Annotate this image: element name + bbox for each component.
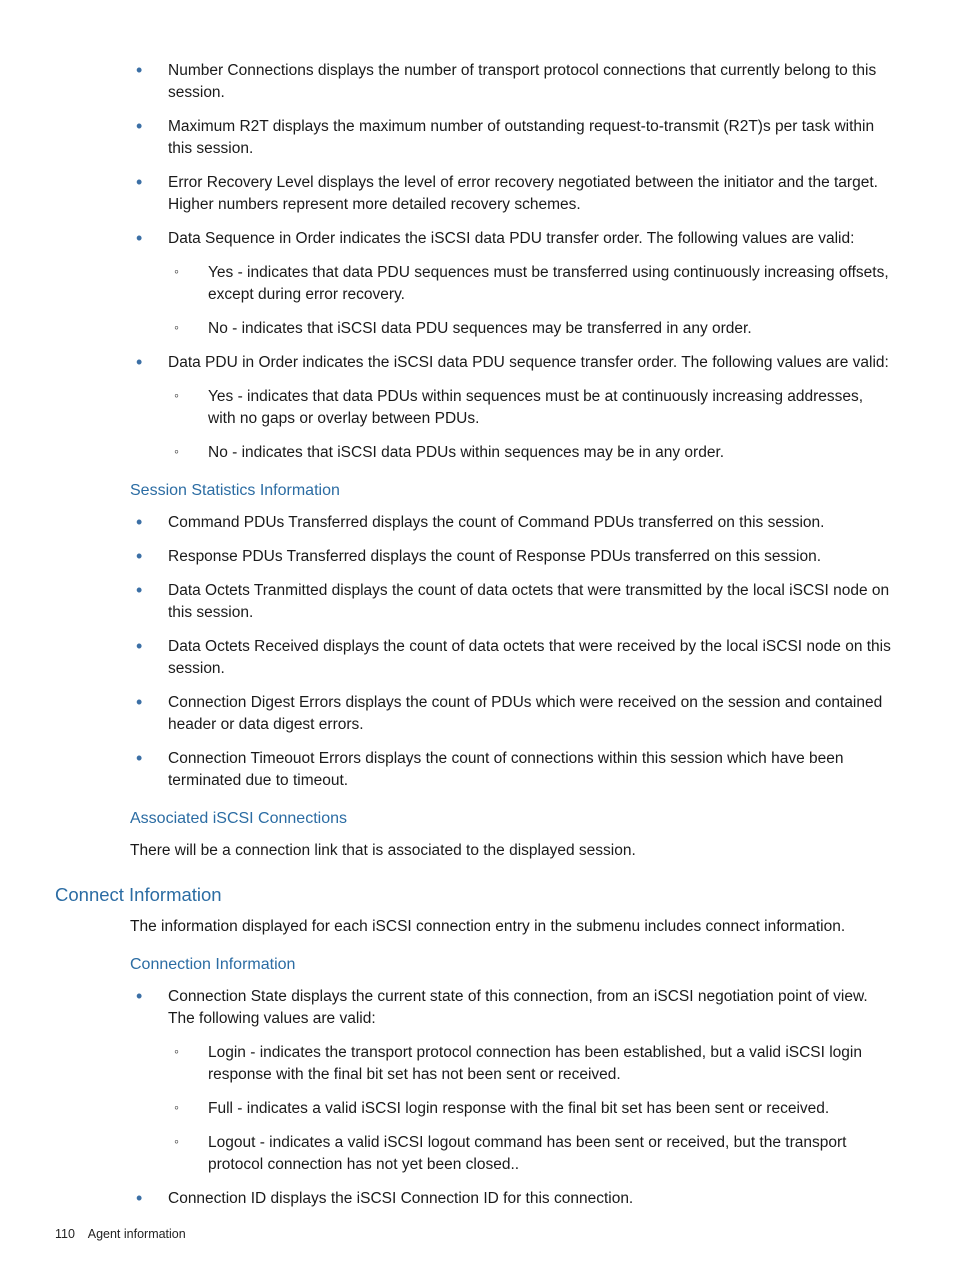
page-number: 110 <box>55 1227 75 1241</box>
list-item: Connection State displays the current st… <box>130 986 894 1176</box>
sub-list: Yes - indicates that data PDUs within se… <box>168 386 894 464</box>
list-item: Connection ID displays the iSCSI Connect… <box>130 1188 894 1210</box>
list-item: Yes - indicates that data PDU sequences … <box>168 262 894 306</box>
heading-connect-information: Connect Information <box>55 884 904 906</box>
list-item: Data Octets Received displays the count … <box>130 636 894 680</box>
content-block-1: Number Connections displays the number o… <box>130 60 894 862</box>
list-item: Yes - indicates that data PDUs within se… <box>168 386 894 430</box>
list-item: Connection Timeouot Errors displays the … <box>130 748 894 792</box>
list-item-text: Data PDU in Order indicates the iSCSI da… <box>168 354 889 371</box>
sub-list: Login - indicates the transport protocol… <box>168 1042 894 1176</box>
heading-connection-information: Connection Information <box>130 956 894 974</box>
list-item: Logout - indicates a valid iSCSI logout … <box>168 1132 894 1176</box>
list-item-text: Data Sequence in Order indicates the iSC… <box>168 230 854 247</box>
list-item: Number Connections displays the number o… <box>130 60 894 104</box>
list-item: No - indicates that iSCSI data PDUs with… <box>168 442 894 464</box>
paragraph: There will be a connection link that is … <box>130 840 894 862</box>
list-item: No - indicates that iSCSI data PDU seque… <box>168 318 894 340</box>
content-block-2: The information displayed for each iSCSI… <box>130 916 894 1210</box>
heading-associated-connections: Associated iSCSI Connections <box>130 810 894 828</box>
list-item: Data Sequence in Order indicates the iSC… <box>130 228 894 340</box>
sub-list: Yes - indicates that data PDU sequences … <box>168 262 894 340</box>
list-item: Maximum R2T displays the maximum number … <box>130 116 894 160</box>
list-item: Error Recovery Level displays the level … <box>130 172 894 216</box>
document-page: Number Connections displays the number o… <box>0 0 954 1271</box>
list-item: Data PDU in Order indicates the iSCSI da… <box>130 352 894 464</box>
bullet-list-3: Connection State displays the current st… <box>130 986 894 1210</box>
list-item-text: Connection State displays the current st… <box>168 988 868 1027</box>
footer-section: Agent information <box>88 1227 186 1241</box>
list-item: Login - indicates the transport protocol… <box>168 1042 894 1086</box>
bullet-list-2: Command PDUs Transferred displays the co… <box>130 512 894 792</box>
list-item: Command PDUs Transferred displays the co… <box>130 512 894 534</box>
bullet-list-1: Number Connections displays the number o… <box>130 60 894 464</box>
list-item: Data Octets Tranmitted displays the coun… <box>130 580 894 624</box>
list-item: Full - indicates a valid iSCSI login res… <box>168 1098 894 1120</box>
paragraph: The information displayed for each iSCSI… <box>130 916 894 938</box>
list-item: Response PDUs Transferred displays the c… <box>130 546 894 568</box>
page-footer: 110 Agent information <box>55 1227 186 1241</box>
list-item: Connection Digest Errors displays the co… <box>130 692 894 736</box>
heading-session-statistics: Session Statistics Information <box>130 482 894 500</box>
